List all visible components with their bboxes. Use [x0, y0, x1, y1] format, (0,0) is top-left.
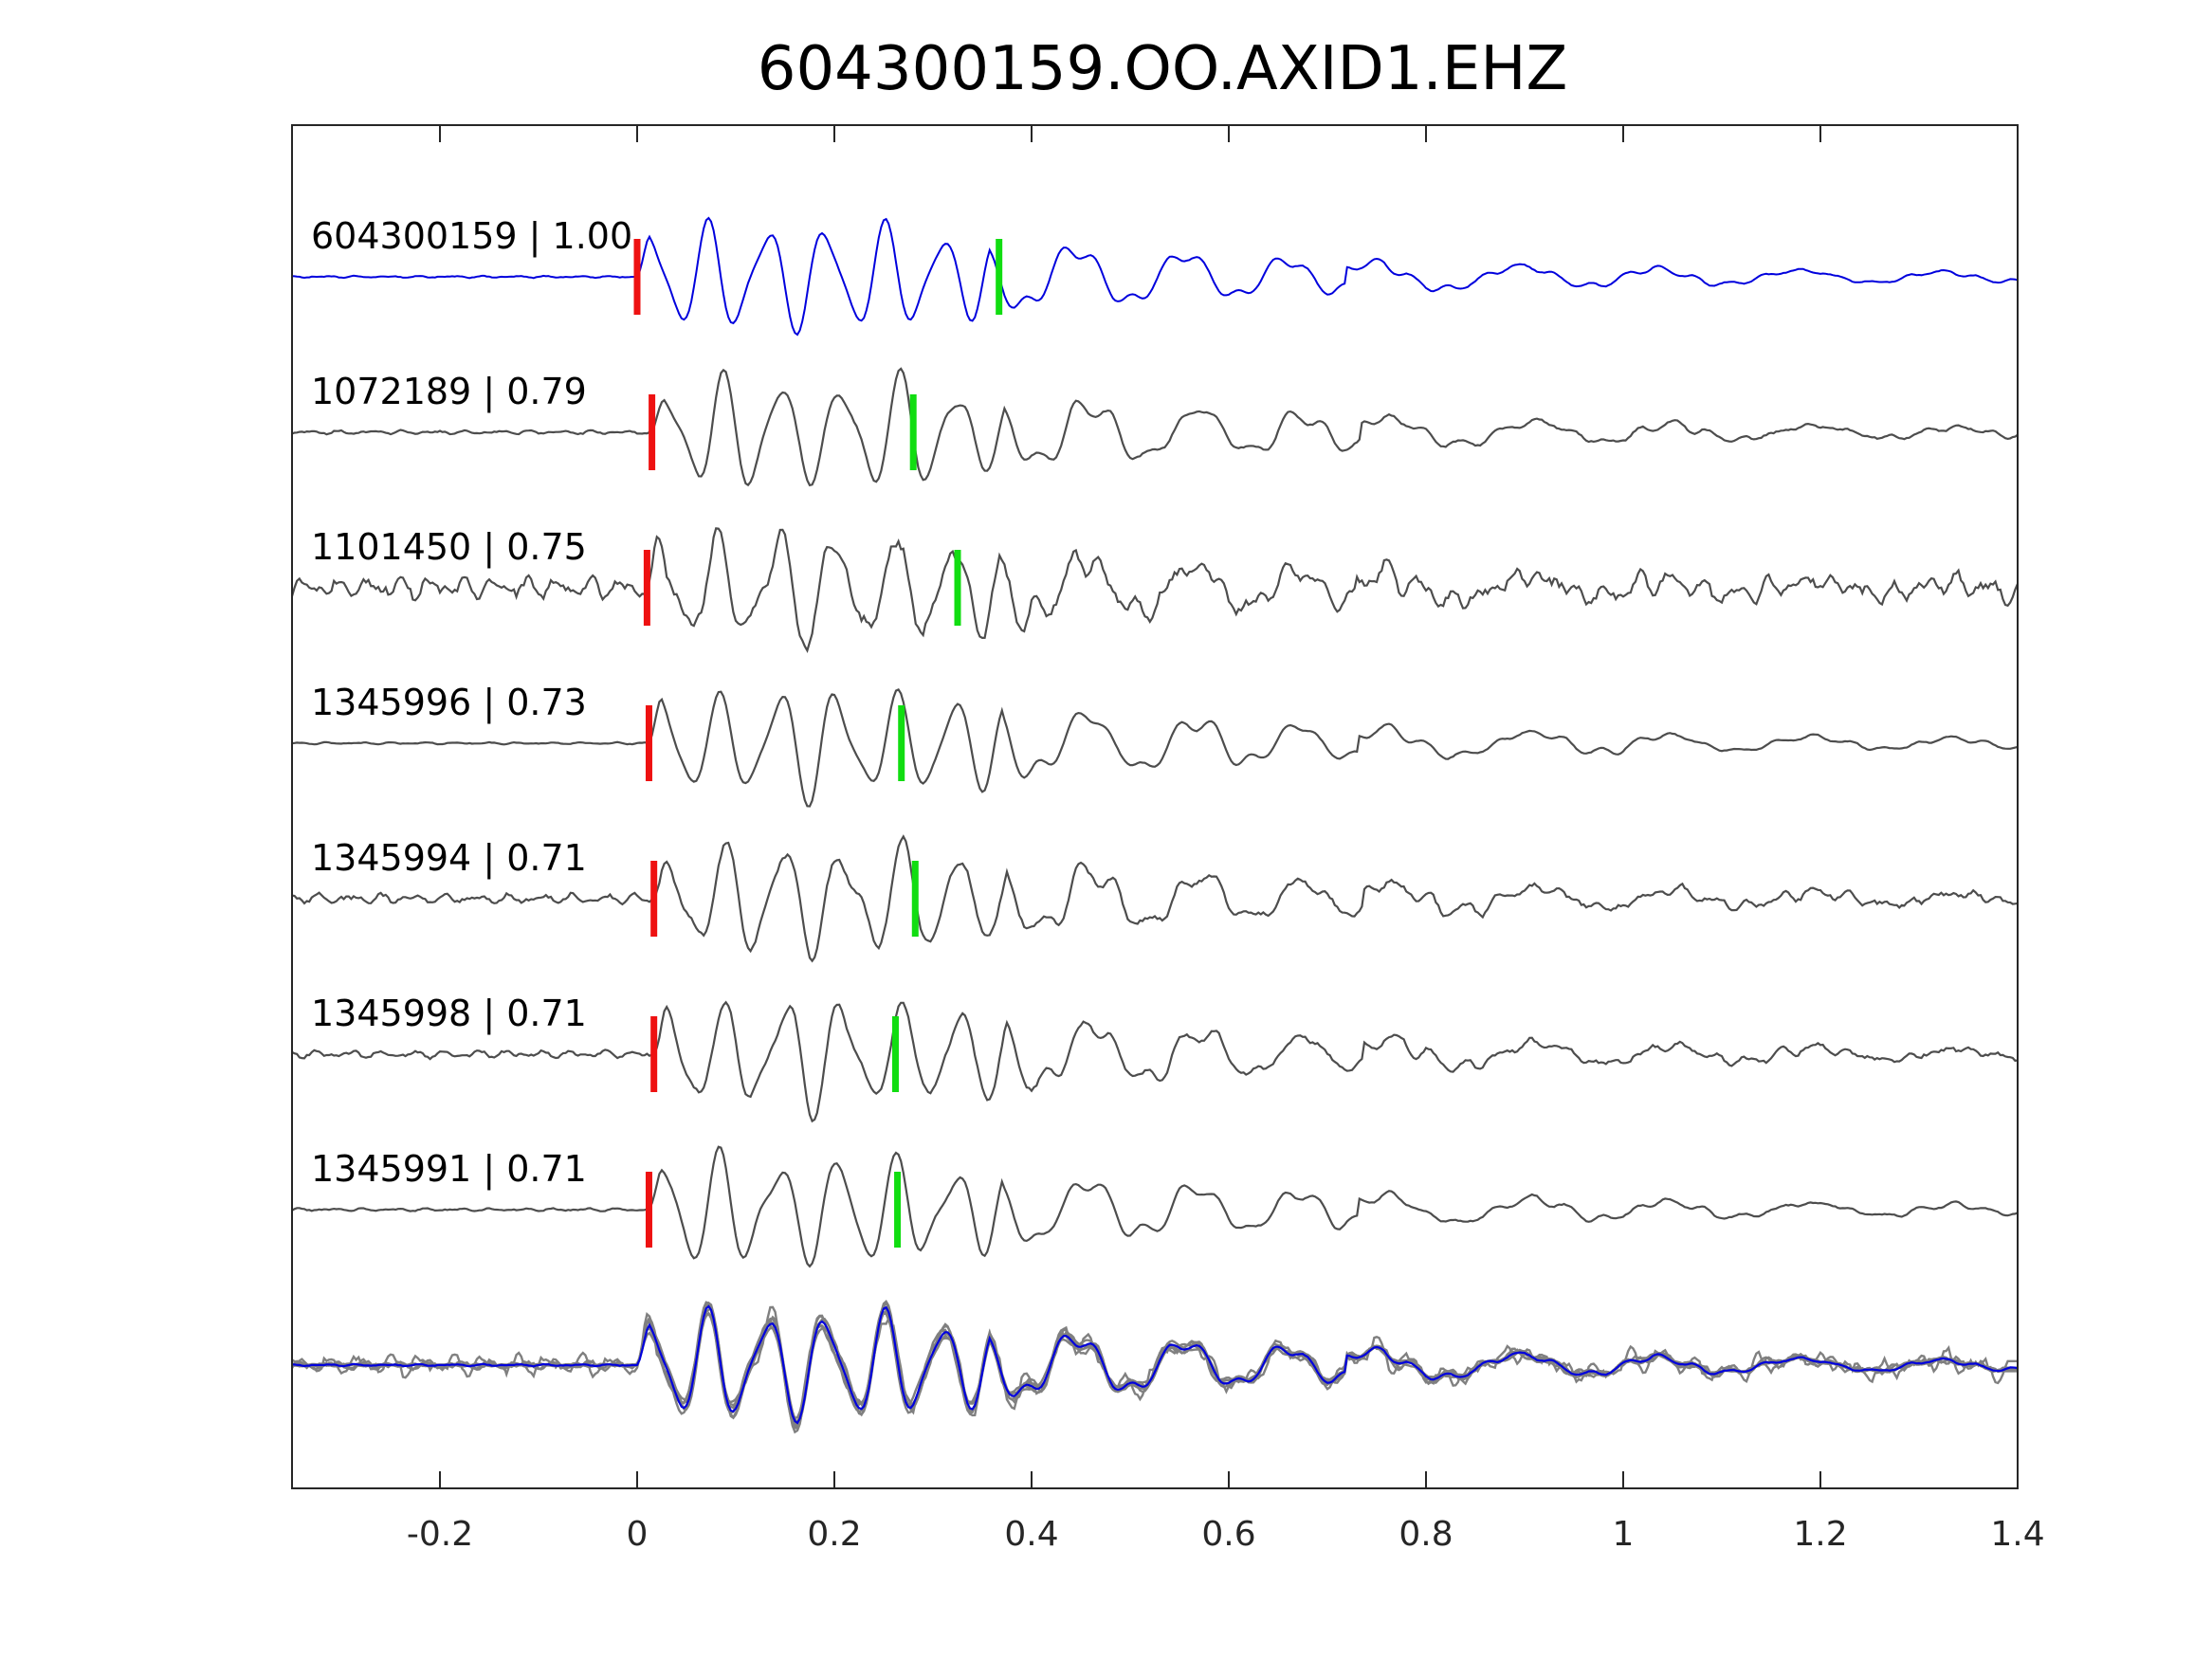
x-tick-label: 0.8: [1398, 1515, 1453, 1554]
axes-frame: [291, 124, 2019, 1489]
trace-label-1345996: 1345996 | 0.73: [311, 682, 587, 724]
x-tick-label: 1: [1613, 1515, 1635, 1554]
axes-background: [292, 125, 2018, 1488]
trace-label-1101450: 1101450 | 0.75: [311, 526, 587, 569]
waveform-trace-604300159: [291, 216, 2019, 337]
x-tick-label: 0.4: [1004, 1515, 1058, 1554]
x-tick-label: 0.2: [807, 1515, 861, 1554]
trace-label-1345991: 1345991 | 0.71: [311, 1148, 587, 1191]
waveform-trace-1345994: [291, 834, 2019, 963]
x-tick-label: -0.2: [407, 1515, 473, 1554]
trace-labels-group: 604300159 | 1.00 1072189 | 0.79 1101450 | …: [311, 215, 632, 1191]
traces-group: [290, 216, 2020, 1268]
plot-area: 604300159 | 1.00 1072189 | 0.79 1101450 | …: [290, 124, 2045, 1554]
trace-label-1345994: 1345994 | 0.71: [311, 837, 587, 880]
trace-label-604300159: 604300159 | 1.00: [311, 215, 632, 258]
waveform-trace-1101450: [290, 527, 2020, 654]
x-tick-label: 0: [627, 1515, 649, 1554]
x-tick-label: 1.4: [1990, 1515, 2044, 1554]
x-tick-label: 1.2: [1793, 1515, 1847, 1554]
x-axis: -0.2 0 0.2 0.4 0.6 0.8 1 1.2 1.4: [407, 125, 2045, 1554]
overlay-trace-604300159: [291, 1304, 2019, 1425]
overlay-group: [290, 1300, 2019, 1434]
waveform-trace-1345991: [291, 1145, 2019, 1268]
x-tick-label: 0.6: [1201, 1515, 1255, 1554]
waveform-trace-1345996: [291, 687, 2019, 808]
waveform-trace-1345998: [291, 1000, 2019, 1123]
chart-title: 604300159.OO.AXID1.EHZ: [758, 34, 1568, 104]
trace-label-1345998: 1345998 | 0.71: [311, 993, 587, 1035]
trace-label-1072189: 1072189 | 0.79: [311, 371, 587, 413]
picks-group: [633, 239, 1003, 1248]
waveform-trace-1072189: [291, 367, 2019, 487]
